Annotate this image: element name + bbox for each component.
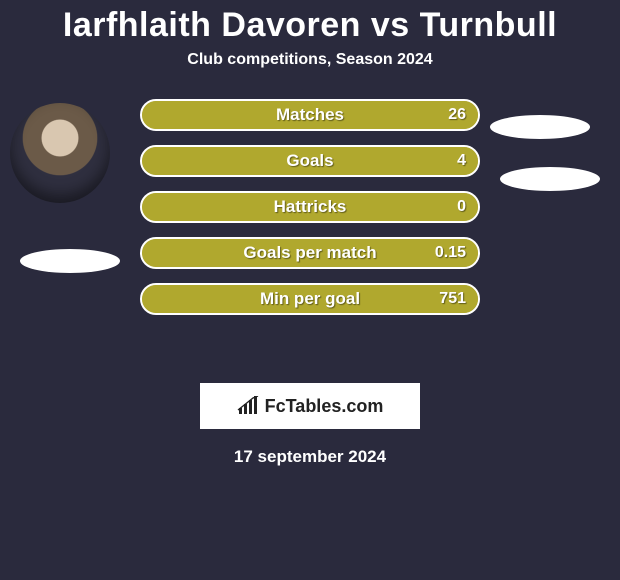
capture-date: 17 september 2024 bbox=[0, 447, 620, 467]
bar-label: Matches bbox=[276, 105, 344, 125]
bar-hattricks: Hattricks 0 bbox=[140, 191, 480, 223]
decorative-ellipse-right-2 bbox=[500, 167, 600, 191]
bar-matches: Matches 26 bbox=[140, 99, 480, 131]
decorative-ellipse-left bbox=[20, 249, 120, 273]
bar-goals: Goals 4 bbox=[140, 145, 480, 177]
bar-label: Goals bbox=[286, 151, 333, 171]
bar-goals-per-match: Goals per match 0.15 bbox=[140, 237, 480, 269]
comparison-infographic: { "title": "Iarfhlaith Davoren vs Turnbu… bbox=[0, 0, 620, 580]
brand-box[interactable]: FcTables.com bbox=[200, 383, 420, 429]
bar-value: 26 bbox=[448, 106, 466, 124]
bar-chart-icon bbox=[237, 396, 259, 416]
player-avatar-left bbox=[10, 103, 110, 203]
comparison-content: Matches 26 Goals 4 Hattricks 0 Goals per… bbox=[0, 99, 620, 359]
decorative-ellipse-right-1 bbox=[490, 115, 590, 139]
bar-label: Hattricks bbox=[274, 197, 347, 217]
bar-min-per-goal: Min per goal 751 bbox=[140, 283, 480, 315]
bar-label: Goals per match bbox=[243, 243, 376, 263]
page-subtitle: Club competitions, Season 2024 bbox=[0, 51, 620, 69]
bar-value: 751 bbox=[439, 290, 466, 308]
page-title: Iarfhlaith Davoren vs Turnbull bbox=[0, 0, 620, 45]
bar-value: 0 bbox=[457, 198, 466, 216]
bar-value: 0.15 bbox=[435, 244, 466, 262]
bar-label: Min per goal bbox=[260, 289, 360, 309]
stat-bars: Matches 26 Goals 4 Hattricks 0 Goals per… bbox=[140, 99, 480, 329]
brand-text: FcTables.com bbox=[265, 396, 384, 417]
bar-value: 4 bbox=[457, 152, 466, 170]
